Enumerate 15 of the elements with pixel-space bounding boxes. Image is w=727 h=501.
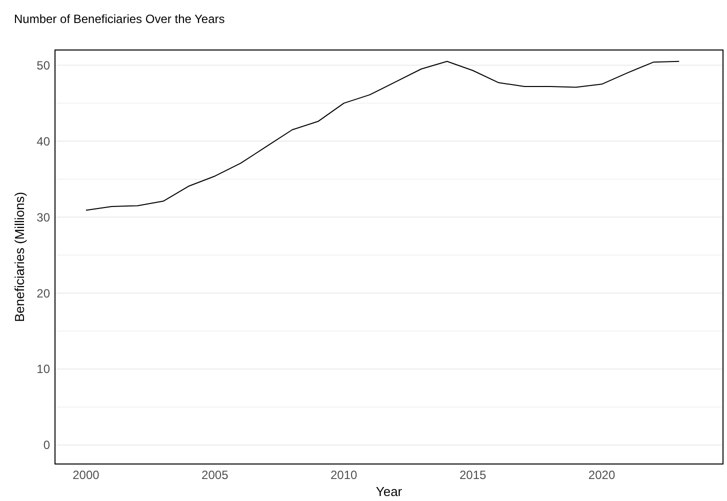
x-tick-label: 2020 — [588, 468, 616, 482]
y-tick-label: 30 — [36, 210, 50, 224]
y-tick-label: 20 — [36, 286, 50, 300]
x-axis-title: Year — [376, 484, 403, 499]
x-tick-label: 2005 — [202, 468, 229, 482]
y-tick-label: 50 — [36, 58, 50, 72]
y-axis-title: Beneficiaries (Millions) — [12, 192, 27, 322]
y-tick-label: 40 — [36, 134, 50, 148]
x-tick-label: 2010 — [330, 468, 358, 482]
line-series — [85, 60, 680, 211]
chart-title: Number of Beneficiaries Over the Years — [14, 12, 225, 26]
y-tick-label: 0 — [43, 438, 50, 452]
y-tick-label: 10 — [36, 362, 50, 376]
x-tick-label: 2000 — [72, 468, 100, 482]
x-tick-label: 2015 — [459, 468, 486, 482]
